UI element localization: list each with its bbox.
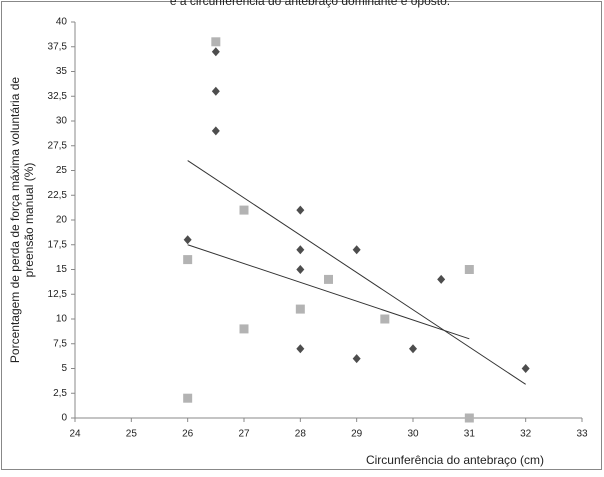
y-tick-label: 32,5 [48,91,68,102]
point [437,274,446,284]
y-tick-label: 22,5 [48,190,68,201]
y-tick-label: 30 [56,116,68,127]
point [409,344,417,354]
y-tick-label: 10 [56,314,68,325]
y-tick-label: 25 [56,165,68,176]
point [296,344,305,354]
point [296,245,305,255]
point [324,274,333,284]
x-tick-label: 30 [407,429,419,440]
y-tick-label: 40 [56,17,68,28]
point [296,265,305,274]
point [211,126,220,136]
point [183,393,193,403]
y-tick-label: 12,5 [48,289,68,300]
y-tick-label: 0 [61,413,67,424]
x-tick-label: 32 [520,429,532,440]
point [211,37,221,47]
point [183,235,192,245]
y-tick-label: 7,5 [53,338,67,349]
x-tick-label: 28 [295,429,307,440]
y-tick-label: 17,5 [48,239,68,250]
point [352,354,361,364]
x-axis-label: Circunferência do antebraço (cm) [366,453,544,467]
y-tick-label: 5 [61,363,67,374]
point [352,245,361,255]
point [296,205,305,215]
x-tick-label: 24 [69,429,81,440]
y-axis-label: Porcentagem de perda de força máxima vol… [8,77,22,363]
point [239,324,249,334]
x-tick-label: 25 [126,429,138,440]
x-tick-label: 26 [182,429,194,440]
point [183,255,193,265]
x-tick-label: 27 [238,429,250,440]
y-tick-label: 35 [56,66,68,77]
y-tick-label: 27,5 [48,140,68,151]
trendline [187,244,470,340]
point [521,364,530,373]
point [239,205,249,215]
y-tick-label: 15 [56,264,68,275]
y-tick-label: 2,5 [53,388,67,399]
x-tick-label: 33 [576,429,588,440]
point [464,413,474,423]
point [211,47,220,57]
chart-title: e a circunferência do antebraço dominant… [170,0,450,8]
y-tick-label: 37,5 [48,41,68,52]
point [380,314,390,324]
trendline [187,160,526,385]
point [464,265,474,274]
point [211,86,220,96]
x-tick-label: 29 [351,429,363,440]
point [295,304,305,314]
y-axis-label: preensão manual (%) [22,163,36,278]
y-tick-label: 20 [56,215,68,226]
x-tick-label: 31 [464,429,476,440]
